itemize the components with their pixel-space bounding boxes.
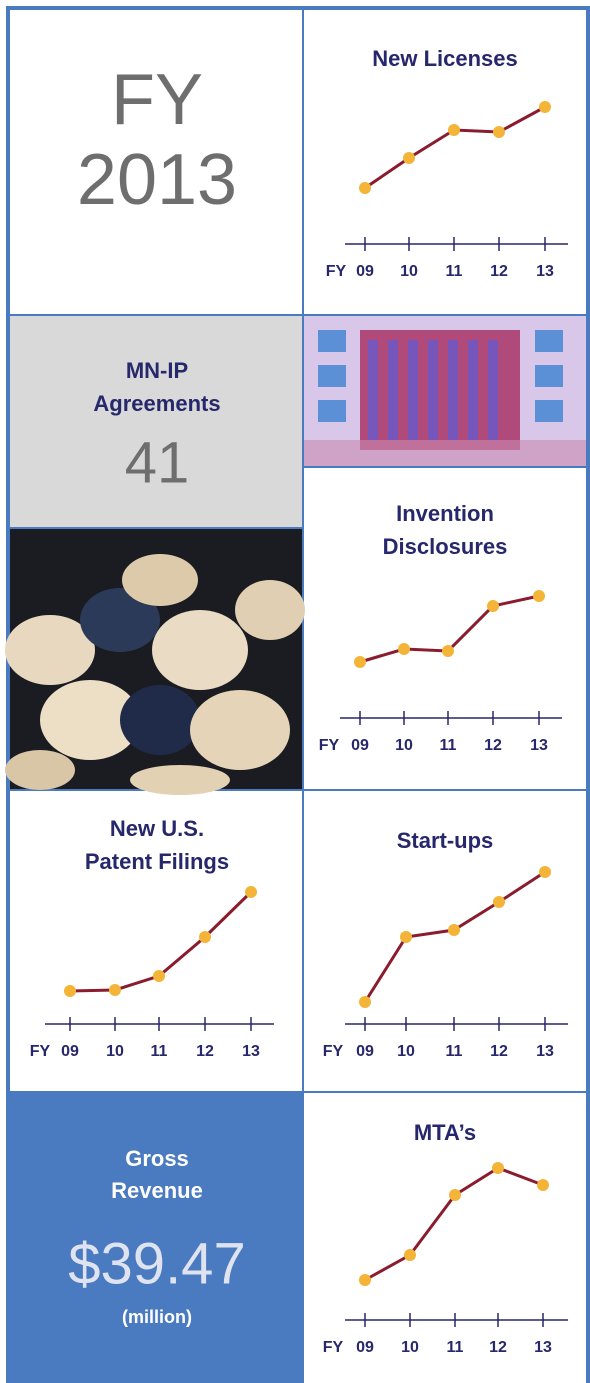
infographic: FY 2013 MN-IP Agreements 41 Gross Revenu…: [0, 0, 590, 1383]
chart-title: Invention: [396, 501, 494, 526]
data-point: [400, 931, 412, 943]
x-tick-label: 13: [534, 1339, 552, 1356]
x-tick-label: 13: [536, 263, 554, 280]
x-tick-label: 11: [440, 737, 457, 754]
data-point: [398, 643, 410, 655]
x-tick-label: 12: [196, 1043, 214, 1060]
data-point: [403, 152, 415, 164]
x-tick-label: 11: [447, 1339, 464, 1356]
chart-title: New Licenses: [372, 46, 518, 71]
data-point: [449, 1189, 461, 1201]
data-point: [442, 645, 454, 657]
soybean-image: [5, 529, 305, 795]
x-tick-label: 10: [397, 1043, 415, 1060]
x-tick-label: 11: [151, 1043, 168, 1060]
fy-year: 2013: [77, 140, 237, 220]
x-tick-label: 13: [530, 737, 548, 754]
fy-label: FY: [111, 60, 203, 140]
x-axis-label: FY: [326, 263, 347, 280]
data-point: [359, 182, 371, 194]
x-tick-label: 12: [484, 737, 502, 754]
x-tick-label: 10: [400, 263, 418, 280]
data-point: [537, 1179, 549, 1191]
data-point: [492, 1162, 504, 1174]
x-tick-label: 09: [356, 1339, 374, 1356]
data-point: [354, 656, 366, 668]
x-tick-label: 12: [490, 263, 508, 280]
chip-image: [304, 316, 586, 466]
x-tick-label: 11: [446, 1043, 463, 1060]
x-tick-label: 09: [61, 1043, 79, 1060]
data-point: [109, 984, 121, 996]
chart-title: Patent Filings: [85, 849, 229, 874]
data-point: [493, 896, 505, 908]
data-point: [245, 886, 257, 898]
data-point: [539, 866, 551, 878]
data-point: [64, 985, 76, 997]
x-tick-label: 09: [356, 263, 374, 280]
data-point: [448, 924, 460, 936]
x-tick-label: 09: [351, 737, 369, 754]
x-axis-label: FY: [30, 1043, 51, 1060]
data-point: [487, 600, 499, 612]
data-point: [448, 124, 460, 136]
x-tick-label: 11: [446, 263, 463, 280]
stat-value: 41: [125, 430, 190, 495]
data-point: [404, 1249, 416, 1261]
stat-box: [10, 316, 302, 527]
x-axis-label: FY: [323, 1339, 344, 1356]
x-tick-label: 09: [356, 1043, 374, 1060]
data-point: [153, 970, 165, 982]
x-axis-label: FY: [323, 1043, 344, 1060]
stat-unit: (million): [122, 1307, 192, 1327]
x-tick-label: 13: [242, 1043, 260, 1060]
stat-value: $39.47: [68, 1231, 245, 1296]
data-point: [199, 931, 211, 943]
x-axis-label: FY: [319, 737, 340, 754]
data-point: [533, 590, 545, 602]
x-tick-label: 12: [489, 1339, 507, 1356]
data-point: [493, 126, 505, 138]
x-tick-label: 12: [490, 1043, 508, 1060]
stat-label: Agreements: [93, 391, 220, 416]
chart-title: Start-ups: [397, 828, 494, 853]
data-point: [359, 996, 371, 1008]
chart-title: MTA’s: [414, 1120, 476, 1145]
chart-title: Disclosures: [383, 534, 508, 559]
stat-label: Gross: [125, 1146, 189, 1171]
stat-label: Revenue: [111, 1178, 203, 1203]
stat-label: MN-IP: [126, 358, 188, 383]
data-point: [539, 101, 551, 113]
x-tick-label: 10: [395, 737, 413, 754]
x-tick-label: 13: [536, 1043, 554, 1060]
chart-title: New U.S.: [110, 816, 204, 841]
x-tick-label: 10: [106, 1043, 124, 1060]
x-tick-label: 10: [401, 1339, 419, 1356]
data-point: [359, 1274, 371, 1286]
